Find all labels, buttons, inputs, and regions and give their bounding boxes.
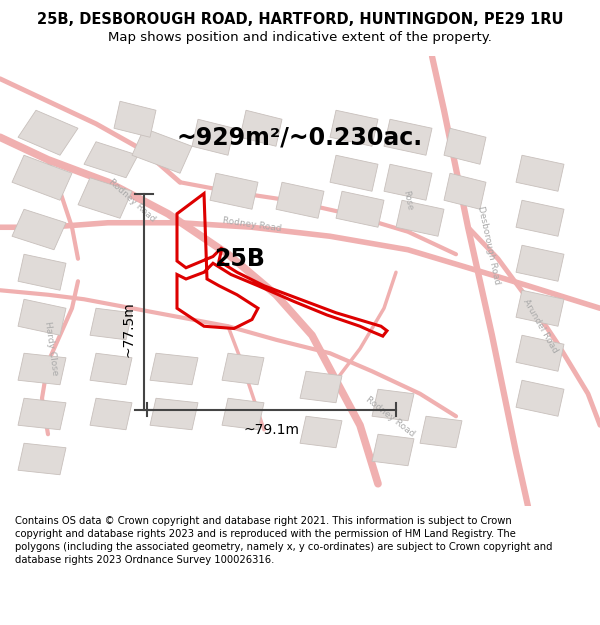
Polygon shape xyxy=(444,173,486,209)
Polygon shape xyxy=(12,209,66,250)
Text: Contains OS data © Crown copyright and database right 2021. This information is : Contains OS data © Crown copyright and d… xyxy=(15,516,553,566)
Polygon shape xyxy=(12,155,72,200)
Text: Rodney Road: Rodney Road xyxy=(364,394,416,438)
Polygon shape xyxy=(516,245,564,281)
Text: 25B: 25B xyxy=(215,247,265,271)
Polygon shape xyxy=(516,380,564,416)
Polygon shape xyxy=(330,155,378,191)
Polygon shape xyxy=(18,299,66,335)
Polygon shape xyxy=(276,182,324,218)
Polygon shape xyxy=(384,119,432,155)
Text: Arundel Road: Arundel Road xyxy=(521,298,559,355)
Polygon shape xyxy=(90,353,132,385)
Polygon shape xyxy=(516,290,564,326)
Text: 25B, DESBOROUGH ROAD, HARTFORD, HUNTINGDON, PE29 1RU: 25B, DESBOROUGH ROAD, HARTFORD, HUNTINGD… xyxy=(37,12,563,28)
Polygon shape xyxy=(516,155,564,191)
Text: ~77.5m: ~77.5m xyxy=(122,301,136,358)
Polygon shape xyxy=(114,101,156,138)
Text: Hardy Close: Hardy Close xyxy=(43,321,59,376)
Polygon shape xyxy=(90,308,132,340)
Polygon shape xyxy=(516,335,564,371)
Polygon shape xyxy=(210,173,258,209)
Text: Rodney Road: Rodney Road xyxy=(107,177,157,224)
Polygon shape xyxy=(150,398,198,430)
Text: Rodney Road: Rodney Road xyxy=(222,216,282,234)
Polygon shape xyxy=(300,371,342,402)
Polygon shape xyxy=(384,164,432,200)
Text: ~79.1m: ~79.1m xyxy=(244,423,299,437)
Polygon shape xyxy=(18,398,66,430)
Polygon shape xyxy=(240,110,282,146)
Polygon shape xyxy=(516,200,564,236)
Polygon shape xyxy=(150,353,198,385)
Polygon shape xyxy=(18,254,66,290)
Polygon shape xyxy=(222,353,264,385)
Polygon shape xyxy=(372,389,414,421)
Polygon shape xyxy=(222,398,264,430)
Polygon shape xyxy=(444,128,486,164)
Polygon shape xyxy=(420,416,462,447)
Polygon shape xyxy=(330,110,378,146)
Polygon shape xyxy=(18,353,66,385)
Text: Desborough Road: Desborough Road xyxy=(476,205,502,286)
Text: Rose: Rose xyxy=(401,189,415,211)
Polygon shape xyxy=(78,177,132,218)
Polygon shape xyxy=(372,434,414,466)
Text: ~929m²/~0.230ac.: ~929m²/~0.230ac. xyxy=(177,125,423,149)
Polygon shape xyxy=(84,142,138,177)
Polygon shape xyxy=(396,200,444,236)
Polygon shape xyxy=(18,443,66,475)
Polygon shape xyxy=(90,398,132,430)
Polygon shape xyxy=(18,110,78,155)
Polygon shape xyxy=(300,416,342,447)
Polygon shape xyxy=(192,119,234,155)
Text: Map shows position and indicative extent of the property.: Map shows position and indicative extent… xyxy=(108,31,492,44)
Polygon shape xyxy=(132,128,192,173)
Polygon shape xyxy=(336,191,384,228)
